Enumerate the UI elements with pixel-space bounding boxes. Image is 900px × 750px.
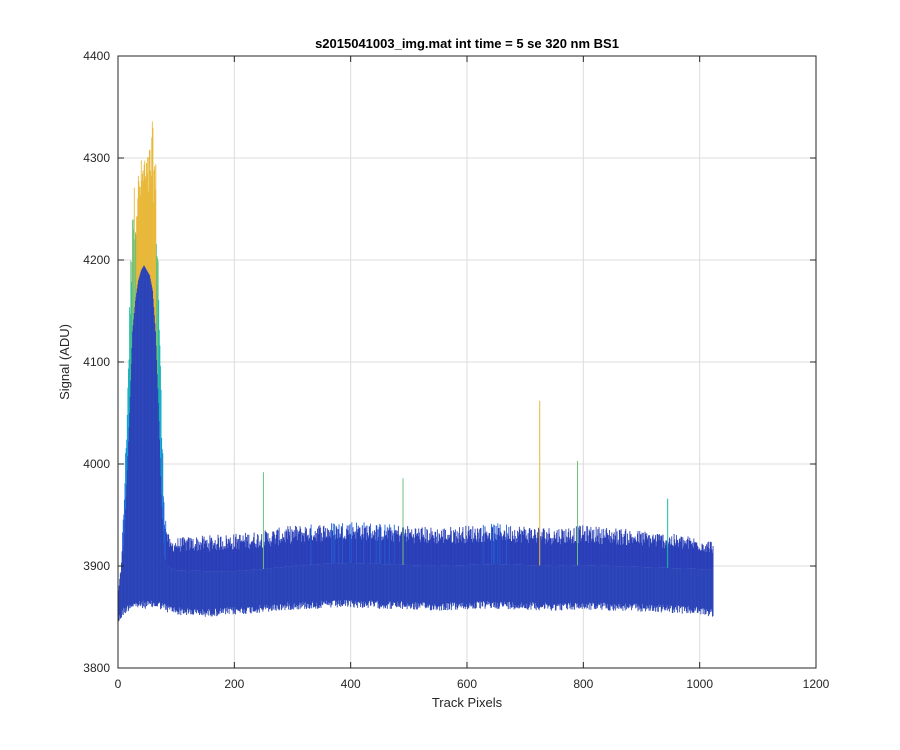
y-tick-label: 4000 xyxy=(83,457,110,471)
y-tick-label: 4400 xyxy=(83,49,110,63)
plot-area xyxy=(117,121,714,623)
chart-title: s2015041003_img.mat int time = 5 se 320 … xyxy=(315,36,619,51)
x-axis-label: Track Pixels xyxy=(432,695,503,710)
x-tick-label: 1000 xyxy=(686,677,713,691)
x-tick-label: 400 xyxy=(341,677,361,691)
x-tick-label: 1200 xyxy=(803,677,830,691)
y-tick-label: 3800 xyxy=(83,661,110,675)
y-axis-label: Signal (ADU) xyxy=(57,324,72,400)
x-tick-label: 600 xyxy=(457,677,477,691)
y-tick-label: 4100 xyxy=(83,355,110,369)
y-tick-label: 4300 xyxy=(83,151,110,165)
y-tick-label: 4200 xyxy=(83,253,110,267)
x-tick-label: 0 xyxy=(115,677,122,691)
x-tick-label: 200 xyxy=(224,677,244,691)
y-tick-label: 3900 xyxy=(83,559,110,573)
ticks: 0 200 400 600 800 1000 1200 3800 3900 4000 4100 420… xyxy=(83,49,829,691)
x-tick-label: 800 xyxy=(573,677,593,691)
